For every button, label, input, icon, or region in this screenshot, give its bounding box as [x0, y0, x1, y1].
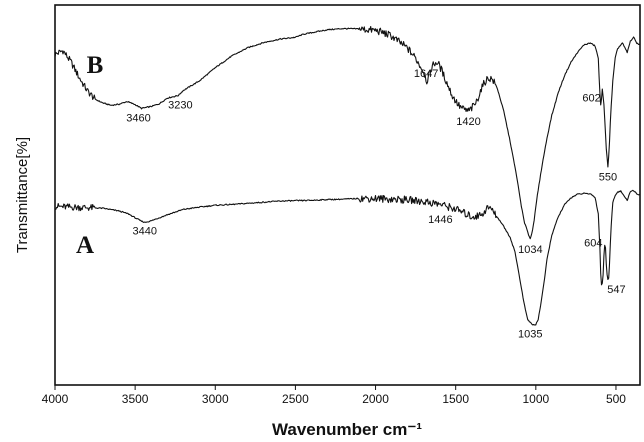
peak-label-B-602: 602 — [582, 93, 600, 105]
peak-label-A-604: 604 — [584, 238, 602, 250]
peak-annotations: 3460 3230 1647 1420 1034 602 550 3440 1446 1035 60… — [126, 68, 625, 340]
series-name-B: B — [87, 52, 104, 79]
peak-label-A-3440: 3440 — [133, 225, 157, 237]
x-tick-label: 2000 — [362, 392, 389, 406]
x-tick-label: 2500 — [282, 392, 309, 406]
x-axis-title: Wavenumber cm⁻¹ — [272, 420, 422, 439]
plot-frame — [54, 4, 641, 386]
y-axis-title: Transmittance[%] — [14, 137, 31, 253]
x-axis-ticks: 4000 3500 3000 2500 2000 1500 1000 500 — [42, 385, 626, 406]
peak-label-A-1035: 1035 — [518, 328, 542, 340]
peak-label-B-1420: 1420 — [456, 116, 480, 128]
peak-label-B-3460: 3460 — [126, 112, 150, 124]
spectrum-line-B — [54, 25, 640, 240]
spectra — [54, 25, 640, 326]
x-tick-label: 4000 — [42, 392, 69, 406]
x-tick-label: 500 — [606, 392, 626, 406]
peak-label-A-1446: 1446 — [428, 214, 452, 226]
x-tick-label: 1000 — [522, 392, 549, 406]
x-tick-label: 1500 — [442, 392, 469, 406]
series-name-A: A — [76, 232, 94, 259]
peak-label-B-3230: 3230 — [168, 99, 192, 111]
spectrum-line-A — [54, 189, 640, 326]
x-tick-label: 3000 — [202, 392, 229, 406]
x-tick-label: 3500 — [122, 392, 149, 406]
peak-label-B-550: 550 — [599, 172, 617, 184]
series-letters: BA — [76, 52, 103, 259]
peak-label-B-1034: 1034 — [518, 244, 542, 256]
peak-label-B-1647: 1647 — [414, 68, 438, 80]
peak-label-A-547: 547 — [607, 284, 625, 296]
